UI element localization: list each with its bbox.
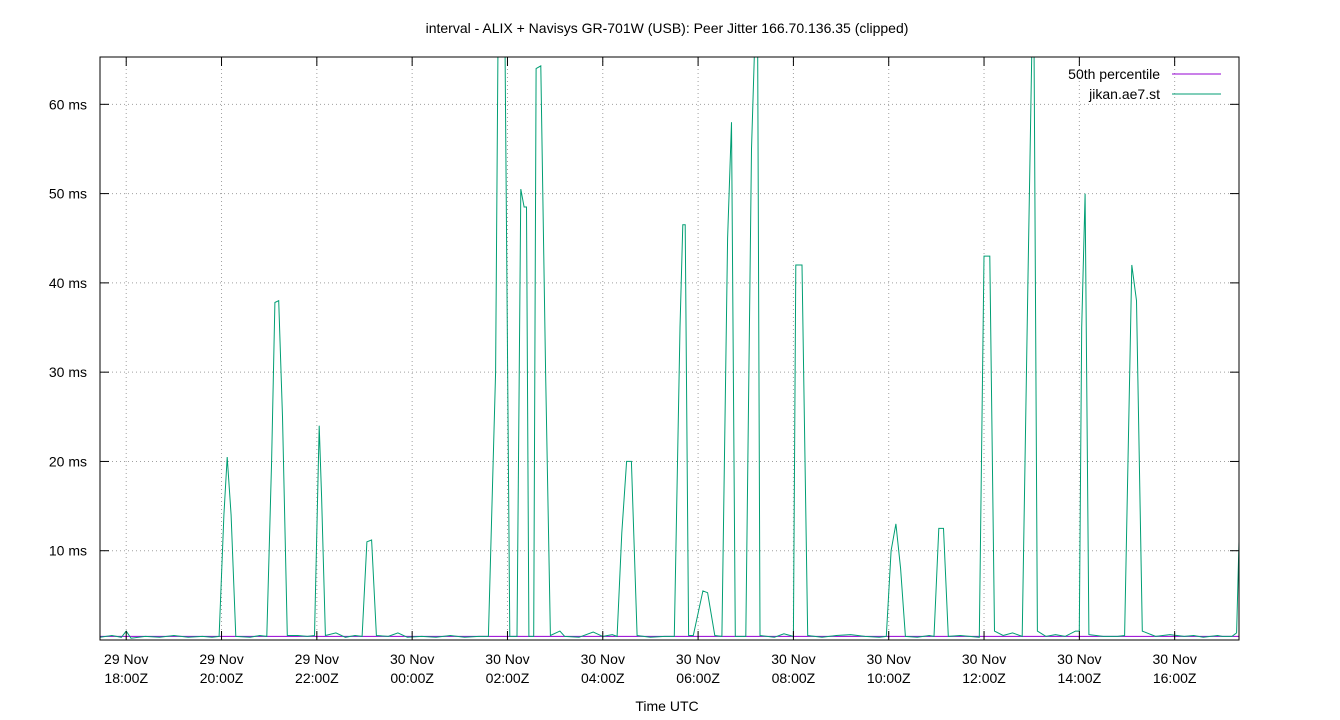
y-tick-label: 60 ms	[49, 96, 87, 112]
x-tick-time: 08:00Z	[772, 670, 816, 686]
x-tick-date: 30 Nov	[676, 651, 720, 667]
x-axis-label: Time UTC	[635, 698, 698, 714]
plot-frame	[99, 56, 1240, 641]
legend: 50th percentile jikan.ae7.st	[1068, 66, 1221, 102]
x-tick-date: 30 Nov	[867, 651, 911, 667]
x-tick-date: 29 Nov	[199, 651, 243, 667]
x-tick-date: 30 Nov	[581, 651, 625, 667]
y-tick-label: 50 ms	[49, 186, 87, 202]
y-axis: 10 ms 20 ms 30 ms 40 ms 50 ms 60 ms	[49, 96, 1239, 559]
x-tick-time: 20:00Z	[200, 670, 244, 686]
x-tick-date: 30 Nov	[485, 651, 529, 667]
x-tick-time: 04:00Z	[581, 670, 625, 686]
x-tick-time: 02:00Z	[486, 670, 530, 686]
x-axis: 29 Nov 18:00Z 29 Nov 20:00Z 29 Nov 22:00Z 30 N…	[104, 57, 1197, 686]
x-tick-time: 00:00Z	[390, 670, 434, 686]
x-tick-time: 06:00Z	[676, 670, 720, 686]
x-tick-time: 12:00Z	[962, 670, 1006, 686]
legend-label: 50th percentile	[1068, 66, 1160, 82]
y-tick-label: 20 ms	[49, 453, 87, 469]
x-tick-date: 30 Nov	[1057, 651, 1101, 667]
chart-title: interval - ALIX + Navisys GR-701W (USB):…	[426, 20, 909, 36]
x-tick-time: 16:00Z	[1153, 670, 1197, 686]
x-tick-date: 30 Nov	[1152, 651, 1196, 667]
x-tick-time: 10:00Z	[867, 670, 911, 686]
x-tick-date: 29 Nov	[104, 651, 148, 667]
x-tick-time: 22:00Z	[295, 670, 339, 686]
x-tick-time: 18:00Z	[104, 670, 148, 686]
x-tick-date: 30 Nov	[390, 651, 434, 667]
x-tick-date: 30 Nov	[962, 651, 1006, 667]
x-tick-date: 30 Nov	[771, 651, 815, 667]
x-tick-time: 14:00Z	[1058, 670, 1102, 686]
x-tick-date: 29 Nov	[295, 651, 339, 667]
y-tick-label: 10 ms	[49, 543, 87, 559]
legend-label: jikan.ae7.st	[1088, 86, 1160, 102]
y-tick-label: 40 ms	[49, 275, 87, 291]
y-tick-label: 30 ms	[49, 364, 87, 380]
